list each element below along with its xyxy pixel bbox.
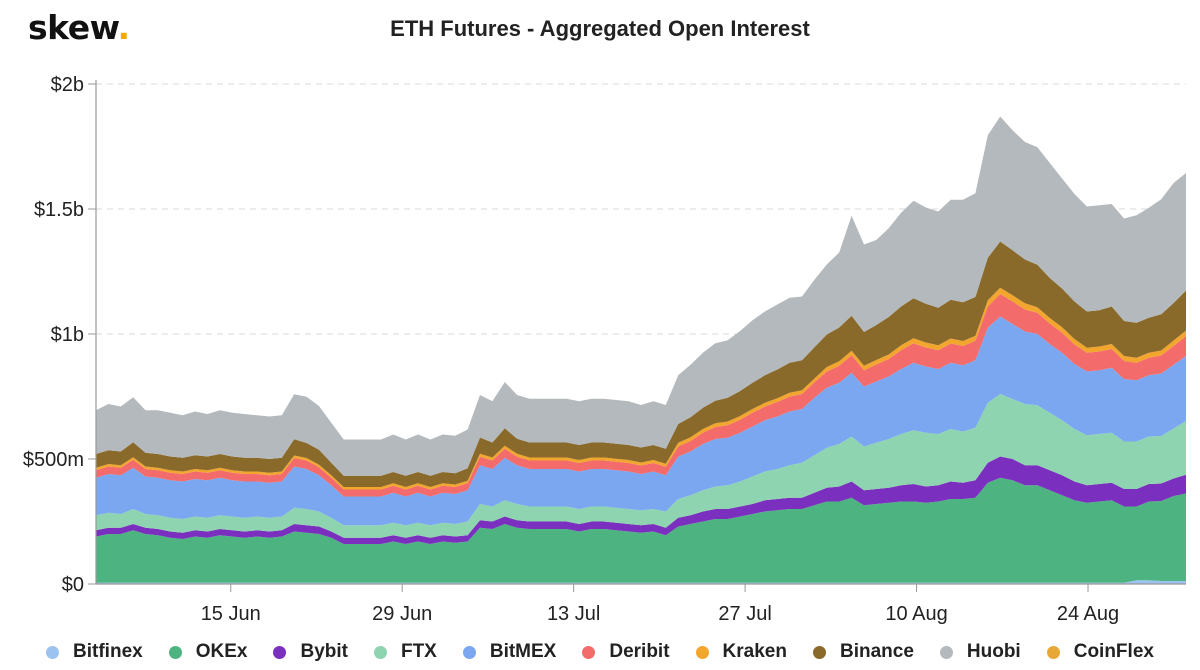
legend-swatch: [582, 645, 596, 659]
y-tick-label: $1b: [51, 324, 84, 346]
legend-item-bybit[interactable]: Bybit: [273, 641, 348, 663]
series-area-bitfinex: [96, 580, 1186, 584]
chart-title: ETH Futures - Aggregated Open Interest: [390, 16, 810, 41]
y-tick-label: $500m: [23, 449, 84, 471]
legend-swatch: [1046, 645, 1060, 659]
legend-item-binance[interactable]: Binance: [812, 641, 914, 663]
legend-item-kraken[interactable]: Kraken: [695, 641, 787, 663]
legend-item-bitfinex[interactable]: Bitfinex: [46, 641, 143, 663]
legend-item-bitmex[interactable]: BitMEX: [462, 641, 557, 663]
legend-label: CoinFlex: [1073, 641, 1154, 662]
series-area-bitmex: [96, 316, 1186, 526]
logo-text: skew: [28, 8, 118, 47]
legend-swatch: [373, 645, 387, 659]
legend-swatch: [46, 645, 60, 659]
legend-label: Bitfinex: [73, 641, 143, 662]
legend-label: Kraken: [722, 641, 787, 662]
legend-swatch: [273, 645, 287, 659]
series-area-okex: [96, 477, 1186, 583]
legend-swatch: [939, 645, 953, 659]
legend-label: BitMEX: [489, 641, 557, 662]
legend-label: FTX: [400, 641, 437, 662]
legend-item-okex[interactable]: OKEx: [168, 641, 248, 663]
x-tick-label: 29 Jun: [372, 603, 432, 625]
legend-swatch: [812, 645, 826, 659]
legend-item-huobi[interactable]: Huobi: [939, 641, 1021, 663]
legend-label: Binance: [839, 641, 914, 662]
series-area-deribit: [96, 294, 1186, 497]
y-axis-ticks: $0 $500m $1b $1.5b $2b: [23, 74, 96, 596]
legend-item-ftx[interactable]: FTX: [373, 641, 437, 663]
series-areas: [96, 116, 1186, 584]
axes: [95, 80, 1186, 585]
legend: Bitfinex OKEx Bybit FTX BitMEX Deribit Kraken B…: [0, 638, 1200, 666]
legend-label: Bybit: [300, 641, 348, 662]
legend-label: OKEx: [195, 641, 248, 662]
series-area-bybit: [96, 456, 1186, 544]
series-area-huobi: [96, 116, 1186, 476]
legend-label: Deribit: [609, 641, 670, 662]
x-tick-label: 13 Jul: [547, 603, 600, 625]
x-tick-label: 10 Aug: [885, 603, 947, 625]
x-tick-label: 15 Jun: [201, 603, 261, 625]
y-tick-label: $2b: [51, 74, 84, 96]
series-area-ftx: [96, 394, 1186, 538]
legend-item-deribit[interactable]: Deribit: [582, 641, 670, 663]
legend-label: Huobi: [966, 641, 1021, 662]
series-area-binance: [96, 241, 1186, 487]
y-tick-label: $0: [62, 574, 84, 596]
skew-logo: skew.: [28, 8, 130, 47]
legend-swatch: [462, 645, 476, 659]
x-tick-label: 24 Aug: [1057, 603, 1119, 625]
x-tick-label: 27 Jul: [718, 603, 771, 625]
y-tick-label: $1.5b: [34, 199, 84, 221]
logo-dot: .: [117, 8, 130, 47]
legend-swatch: [695, 645, 709, 659]
legend-item-coinflex[interactable]: CoinFlex: [1046, 641, 1154, 663]
legend-swatch: [168, 645, 182, 659]
x-axis-ticks: 15 Jun 29 Jun 13 Jul 27 Jul 10 Aug 24 Aug: [201, 584, 1119, 625]
